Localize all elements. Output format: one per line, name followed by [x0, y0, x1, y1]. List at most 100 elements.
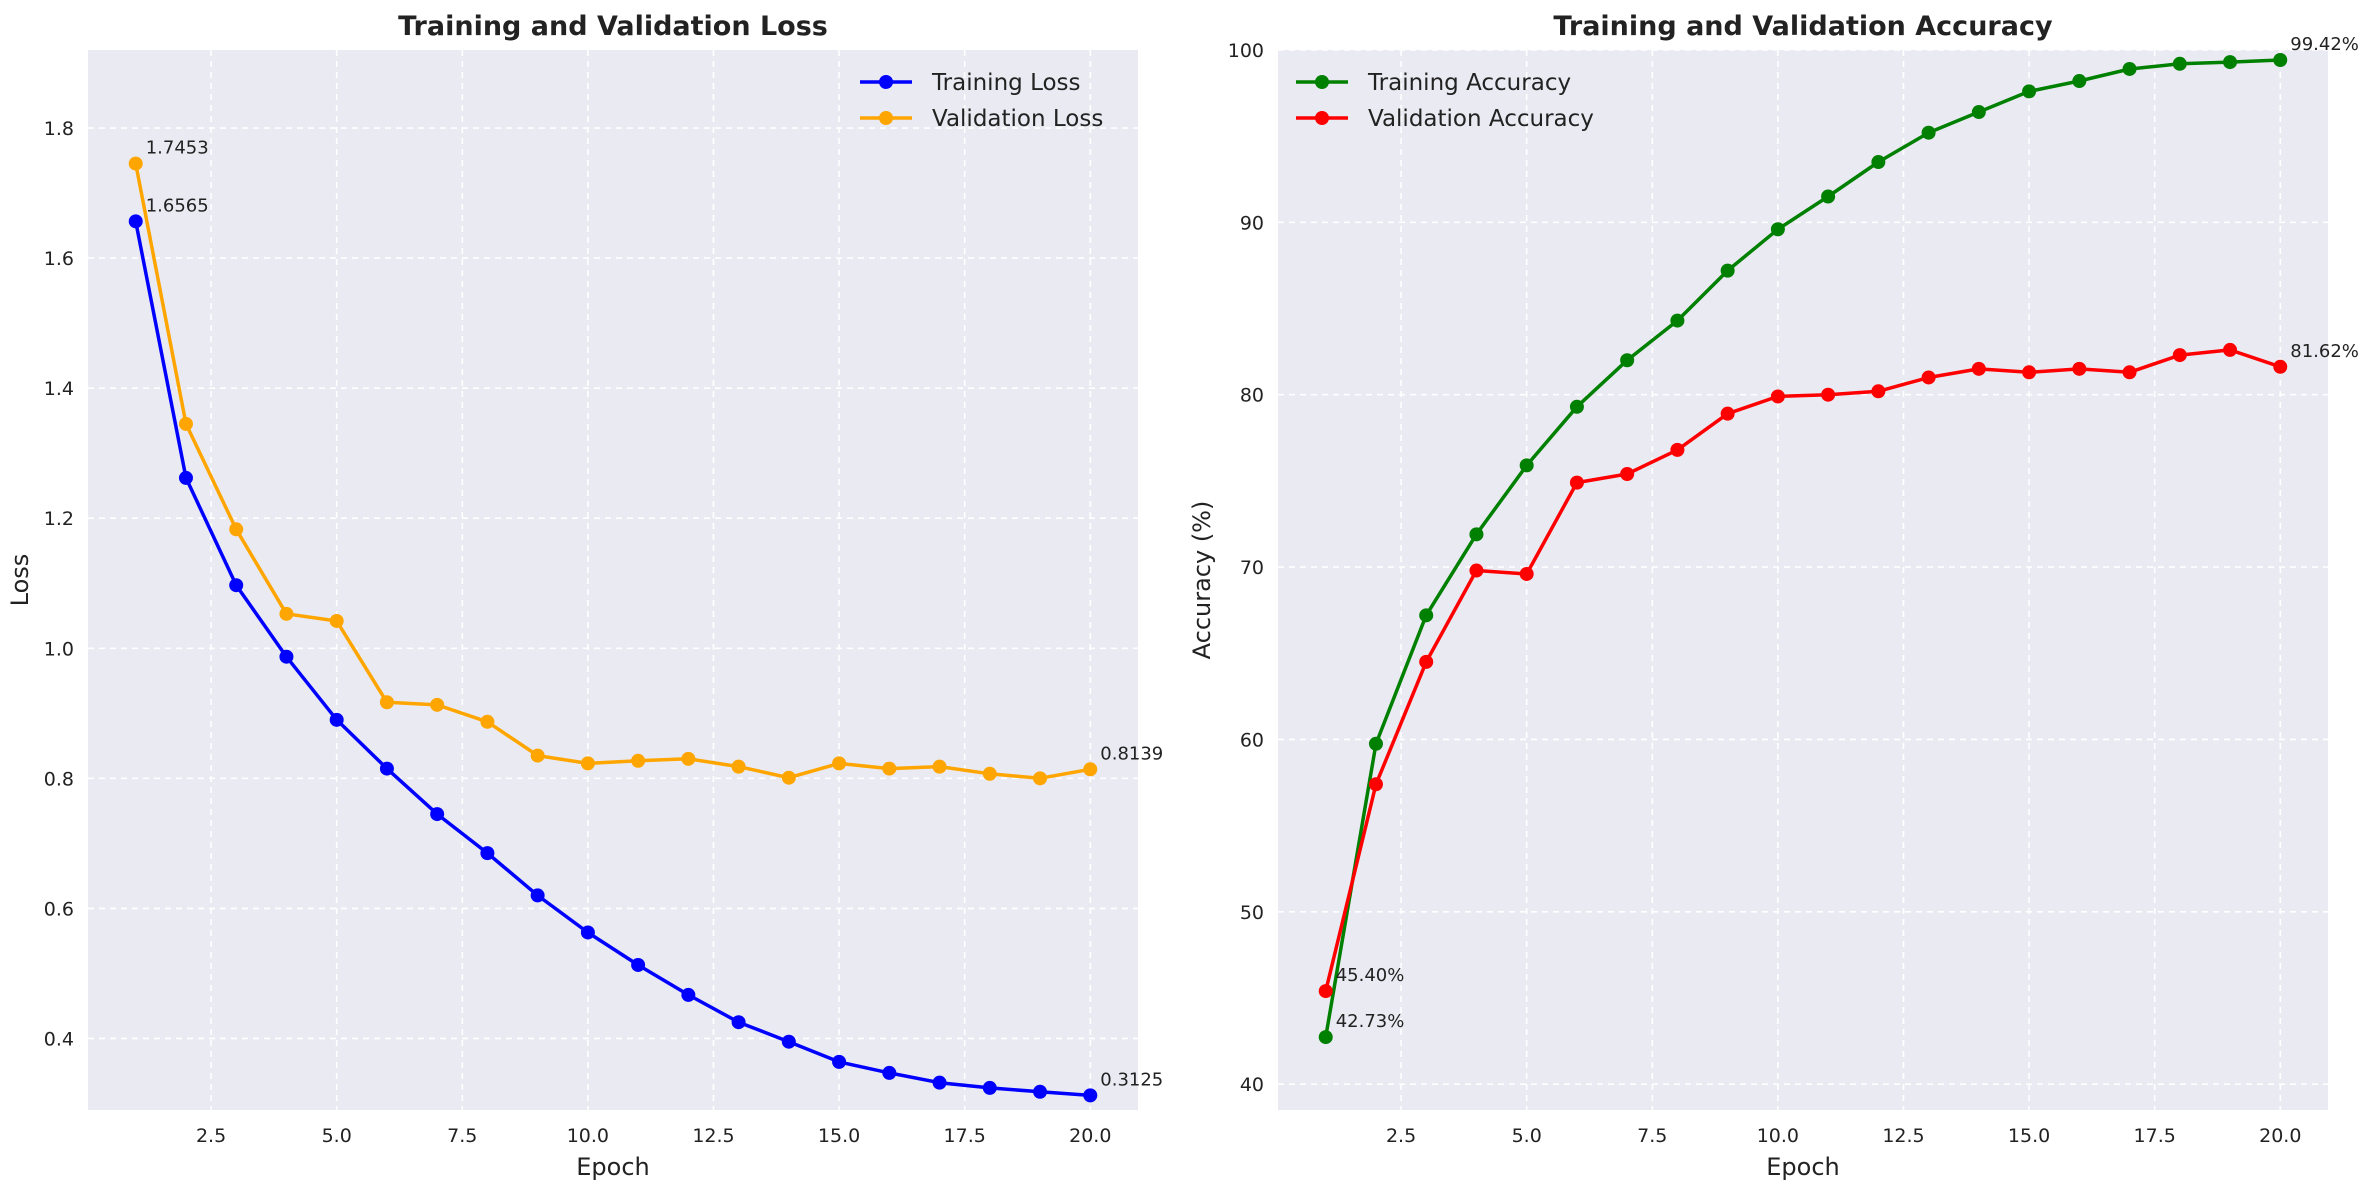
data-point [580, 756, 595, 771]
data-point [329, 613, 344, 628]
data-point [1419, 654, 1434, 669]
data-point [1620, 467, 1635, 481]
x-tick-label: 15.0 [818, 1125, 860, 1147]
data-point [2072, 361, 2087, 376]
legend-swatch-marker [1315, 75, 1329, 89]
data-point [1368, 736, 1383, 751]
series-line [1323, 348, 2281, 992]
data-point [1821, 387, 1836, 402]
data-point [982, 766, 997, 781]
data-point [1519, 458, 1534, 473]
data-point [279, 649, 294, 664]
x-tick-label: 15.0 [2008, 1125, 2050, 1147]
legend-item: Training Accuracy [1296, 70, 1571, 96]
data-point [2022, 365, 2037, 380]
x-tick-label: 17.5 [944, 1125, 986, 1147]
y-tick-label: 80 [1240, 385, 1264, 407]
x-tick-label: 2.5 [196, 1125, 226, 1147]
data-point [731, 1015, 746, 1030]
legend-label: Validation Accuracy [1368, 106, 1594, 132]
data-point [1519, 566, 1534, 581]
data-point [2072, 74, 2087, 89]
y-tick-label: 60 [1240, 729, 1264, 751]
legend: Training Accuracy Validation Accuracy [1296, 70, 1594, 132]
y-axis-label: Loss [6, 554, 34, 607]
data-point [128, 214, 143, 229]
legend-item: Validation Accuracy [1296, 106, 1594, 132]
data-point [1971, 105, 1986, 120]
data-point [932, 759, 947, 774]
y-axis-label: Accuracy (%) [1188, 501, 1216, 660]
data-point [1670, 442, 1685, 457]
data-point [1469, 563, 1484, 578]
data-point [1720, 263, 1735, 278]
data-point [832, 1054, 847, 1069]
series-2 [128, 156, 1098, 786]
data-point [832, 756, 847, 771]
x-tick-label: 7.5 [447, 1125, 477, 1147]
chart-title: Training and Validation Loss [398, 11, 828, 42]
y-tick-label: 1.0 [44, 638, 74, 660]
data-point [1469, 527, 1484, 542]
data-label: 1.7453 [146, 138, 209, 159]
data-point [2223, 55, 2238, 70]
legend-swatch-marker [879, 111, 893, 125]
data-point [1083, 1088, 1098, 1103]
data-point [781, 1034, 796, 1049]
data-point [1770, 222, 1785, 237]
legend-item: Training Loss [860, 70, 1081, 96]
data-point [1921, 370, 1936, 385]
legend-label: Validation Loss [932, 106, 1103, 132]
data-point [882, 761, 897, 776]
x-axis-label: Epoch [576, 1153, 650, 1181]
data-point [681, 751, 696, 766]
data-point [1419, 608, 1434, 623]
x-tick-label: 10.0 [1757, 1125, 1799, 1147]
data-point [681, 987, 696, 1002]
data-label: 0.3125 [1100, 1069, 1163, 1090]
data-point [1670, 313, 1685, 328]
data-point [1368, 777, 1383, 792]
legend-swatch-marker [879, 75, 893, 89]
data-point [2172, 56, 2187, 71]
data-point [1921, 125, 1936, 140]
data-point [178, 470, 193, 485]
y-tick-label: 1.6 [44, 248, 74, 270]
legend-swatch-marker [1315, 111, 1329, 125]
data-label: 0.8139 [1100, 743, 1163, 764]
y-tick-label: 100 [1228, 40, 1264, 62]
data-label: 42.73% [1336, 1011, 1405, 1032]
data-point [1318, 1030, 1333, 1045]
x-tick-label: 20.0 [2259, 1125, 2301, 1147]
data-point [1971, 361, 1986, 376]
data-point [1318, 984, 1333, 999]
x-tick-label: 5.0 [1512, 1125, 1542, 1147]
series-line [133, 221, 1091, 1098]
data-point [2223, 342, 2238, 357]
data-point [2273, 52, 2288, 67]
legend-label: Training Accuracy [1367, 70, 1571, 96]
grid-lines [1278, 49, 2328, 1110]
y-tick-label: 1.2 [44, 508, 74, 530]
data-point [1569, 475, 1584, 490]
data-point [631, 753, 646, 768]
legend: Training Loss Validation Loss [860, 70, 1103, 132]
x-tick-label: 10.0 [567, 1125, 609, 1147]
data-point [1871, 155, 1886, 170]
data-point [2172, 348, 2187, 363]
data-point [430, 697, 445, 712]
y-tick-label: 90 [1240, 212, 1264, 234]
data-point [1720, 406, 1735, 421]
x-tick-label: 5.0 [322, 1125, 352, 1147]
plot-area [88, 50, 1138, 1110]
data-point [2122, 61, 2137, 76]
legend-label: Training Loss [931, 70, 1081, 96]
data-point [781, 770, 796, 785]
data-point [279, 606, 294, 621]
data-point [430, 807, 445, 822]
series-1 [1318, 52, 2288, 1045]
y-tick-label: 1.4 [44, 378, 74, 400]
data-point [229, 578, 244, 593]
y-tick-label: 40 [1240, 1074, 1264, 1096]
data-point [1620, 353, 1635, 368]
